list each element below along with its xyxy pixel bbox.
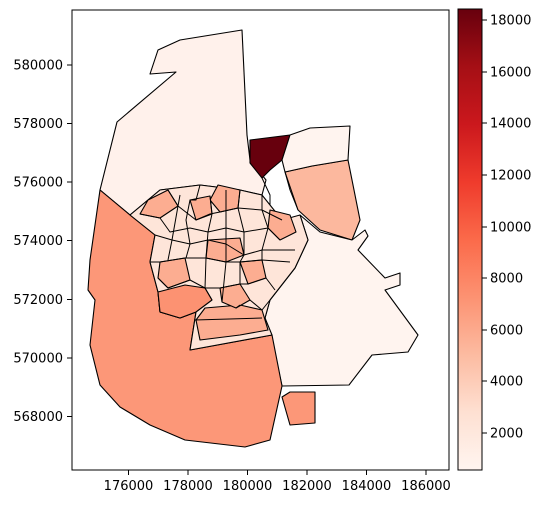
x-tick-label: 176000 xyxy=(104,479,154,494)
colorbar-tick-label: 18000 xyxy=(490,14,531,29)
y-tick-label: 570000 xyxy=(13,352,63,367)
colorbar-tick-label: 10000 xyxy=(490,221,531,236)
region-northeast-light xyxy=(281,125,351,173)
colorbar-tick-label: 14000 xyxy=(490,117,531,132)
region-center-south xyxy=(195,304,269,341)
y-tick-label: 572000 xyxy=(13,293,63,308)
y-tick-label: 578000 xyxy=(13,117,63,132)
y-tick-label: 580000 xyxy=(13,59,63,74)
colorbar-tick-label: 4000 xyxy=(490,375,523,390)
colorbar-tick-label: 12000 xyxy=(490,169,531,184)
y-tick-label: 576000 xyxy=(13,176,63,191)
region-south-east-patch xyxy=(281,391,316,426)
region-center-orange-f xyxy=(267,209,297,241)
colorbar-tick-label: 6000 xyxy=(490,324,523,339)
y-tick-label: 574000 xyxy=(13,234,63,249)
colorbar-tick-label: 2000 xyxy=(490,427,523,442)
colorbar: 2000 4000 6000 8000 10000 12000 14000 16… xyxy=(457,8,531,471)
x-tick-label: 186000 xyxy=(401,479,451,494)
x-axis: 176000 178000 180000 182000 184000 18600… xyxy=(104,470,451,494)
y-tick-label: 568000 xyxy=(13,410,63,425)
colorbar-bar xyxy=(457,8,483,471)
x-tick-label: 178000 xyxy=(163,479,213,494)
colorbar-tick-label: 8000 xyxy=(490,272,523,287)
colorbar-tick-label: 16000 xyxy=(490,66,531,81)
x-tick-label: 180000 xyxy=(223,479,273,494)
x-tick-label: 182000 xyxy=(282,479,332,494)
region-center-orange-a xyxy=(139,189,179,219)
map-internal-boundaries xyxy=(139,171,299,321)
region-center-west-dark xyxy=(157,284,213,319)
x-tick-label: 184000 xyxy=(342,479,392,494)
y-axis: 568000 570000 572000 574000 576000 57800… xyxy=(13,59,72,425)
